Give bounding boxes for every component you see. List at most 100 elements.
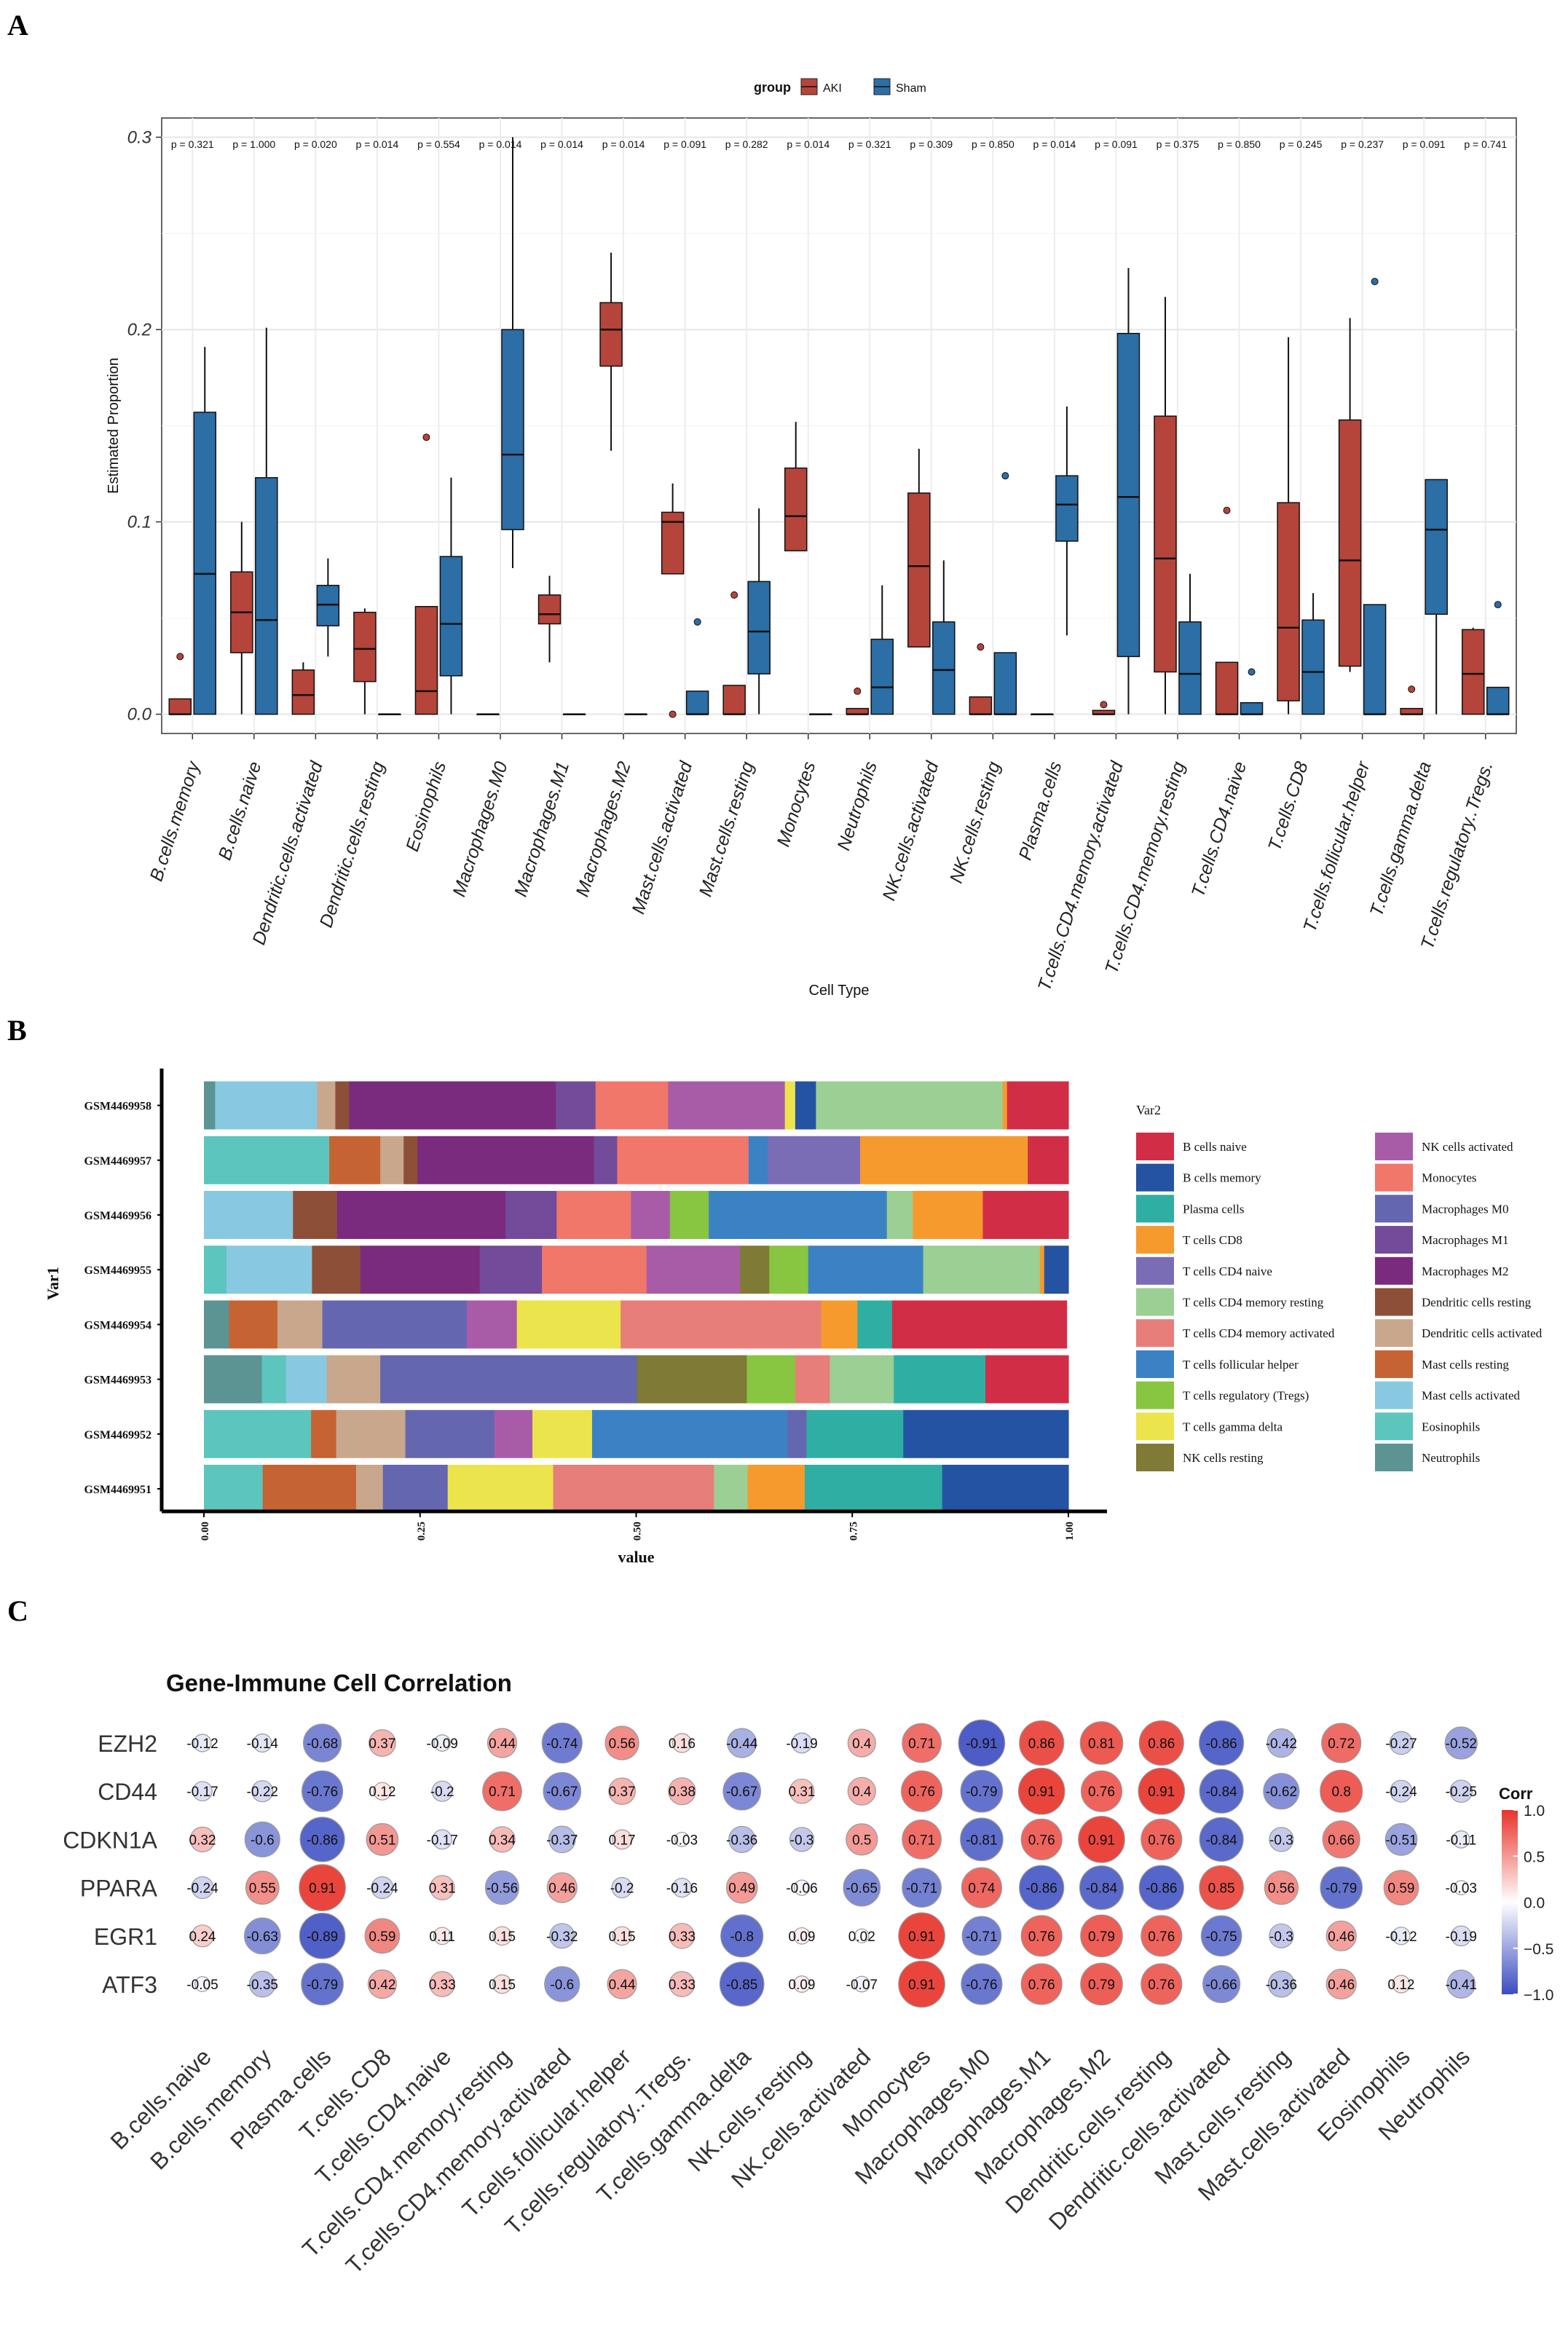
correlation-dot [431,1780,453,1802]
correlation-dot [492,1926,512,1946]
correlation-value: -0.44 [726,1736,758,1752]
correlation-dot [1320,1866,1363,1909]
correlation-dot [1264,1870,1299,1905]
heatmap-title: Gene-Immune Cell Correlation [166,1669,512,1696]
correlation-value: 0.49 [728,1881,755,1897]
correlation-dot [492,1974,512,1994]
colorbar-tick-label: 1.0 [1524,1803,1545,1819]
p-value-label: p = 0.014 [356,138,399,150]
stacked-segment [709,1191,888,1239]
correlation-value: -0.79 [1325,1881,1357,1897]
x-tick-label: T.cells.gamma.delta [1366,759,1435,918]
correlation-value: -0.85 [726,1978,757,1993]
correlation-value: 0.46 [1328,1978,1355,1993]
correlation-dot [960,1769,1004,1813]
correlation-value: -0.36 [1266,1978,1297,1993]
stacked-segment [360,1246,481,1294]
correlation-dot [1140,1818,1183,1860]
correlation-value: -0.2 [610,1881,634,1897]
row-label: PPARA [80,1876,158,1902]
correlation-dot [429,1971,456,1997]
correlation-dot [299,1817,345,1862]
correlation-dot [719,1962,765,2007]
correlation-value: 0.59 [1388,1881,1415,1897]
correlation-value: 0.91 [908,1929,935,1945]
correlation-dot [608,1777,636,1806]
correlation-dot [1138,1865,1184,1911]
correlation-value: -0.09 [427,1736,458,1752]
correlation-dot [1389,1731,1414,1755]
correlation-dot [1199,1817,1244,1862]
legend-key [1136,1226,1174,1254]
correlation-dot [484,1870,520,1905]
stacked-segment [336,1191,506,1239]
stacked-segment [795,1355,830,1404]
correlation-value: 0.12 [1388,1978,1415,1993]
correlation-value: 0.86 [1028,1736,1055,1752]
p-value-label: p = 0.321 [171,138,214,150]
correlation-dot [1019,1865,1065,1911]
correlation-dot [1020,1818,1063,1860]
correlation-value: -0.81 [966,1833,997,1848]
correlation-value: 0.72 [1328,1736,1355,1752]
correlation-dot [958,1719,1006,1767]
box-aki [969,696,993,715]
correlation-dot [1444,1726,1478,1760]
correlation-dot [194,1976,210,1992]
correlation-dot [489,1826,516,1853]
panel-b-stacked-bar: GSM4469958 GSM4469957 GSM4469956 GSM4469955… [44,1069,1543,1566]
stacked-segment [637,1355,748,1404]
correlation-value: 0.16 [669,1736,696,1752]
stacked-segment [229,1300,278,1349]
legend-key [1136,1288,1174,1316]
sample-label: GSM4469954 [84,1319,151,1331]
stacked-segment [403,1136,418,1184]
p-value-label: p = 0.014 [540,138,583,150]
box-sham [685,691,709,715]
correlation-value: -0.11 [1446,1833,1476,1848]
correlation-dot [612,1926,632,1946]
correlation-dot [793,1927,811,1945]
box-aki [291,669,315,715]
box-outlier [977,643,985,651]
legend-label: Dendritic cells activated [1422,1326,1543,1340]
correlation-value: -0.12 [186,1736,218,1752]
correlation-dot [429,1875,455,1900]
p-value-label: p = 0.014 [1033,138,1076,150]
p-value-label: p = 0.309 [910,138,953,150]
p-value-label: p = 0.237 [1341,138,1384,150]
correlation-dot [669,1922,696,1949]
x-tick-label: T.cells.CD8 [1264,759,1312,853]
stacked-segment [204,1300,230,1349]
correlation-value: 0.02 [848,1929,875,1945]
box-aki [1215,661,1239,715]
correlation-value: 0.76 [1088,1785,1115,1800]
correlation-value: 0.38 [669,1785,696,1800]
colorbar-tick-label: −1.0 [1524,1987,1553,2004]
correlation-value: 0.37 [609,1785,636,1800]
correlation-value: 0.34 [489,1833,516,1848]
correlation-value: -0.67 [546,1785,578,1800]
stacked-segment [532,1409,593,1458]
correlation-dot [898,1912,945,1960]
correlation-value: 0.4 [852,1736,872,1752]
x-tick-label: Dendritic.cells.activated [248,758,327,947]
p-value-label: p = 0.554 [417,138,460,150]
stacked-segment [830,1355,894,1404]
p-value-label: p = 0.014 [787,138,830,150]
correlation-value: -0.62 [1266,1785,1297,1800]
correlation-dot [902,1819,942,1860]
correlation-value: -0.6 [251,1833,275,1848]
correlation-value: -0.24 [366,1881,398,1897]
correlation-dot [612,1829,632,1850]
correlation-value: -0.03 [1446,1881,1477,1897]
correlation-dot [725,1871,758,1904]
box-sham [1301,619,1325,715]
correlation-dot [243,1917,281,1955]
x-tick-label: Macrophages.M2 [572,759,634,899]
stacked-segment [942,1465,1069,1513]
x-tick-label: 0.50 [632,1522,644,1541]
correlation-value: -0.86 [1026,1881,1057,1897]
correlation-value: 0.56 [609,1736,636,1752]
box-aki [1338,419,1362,667]
